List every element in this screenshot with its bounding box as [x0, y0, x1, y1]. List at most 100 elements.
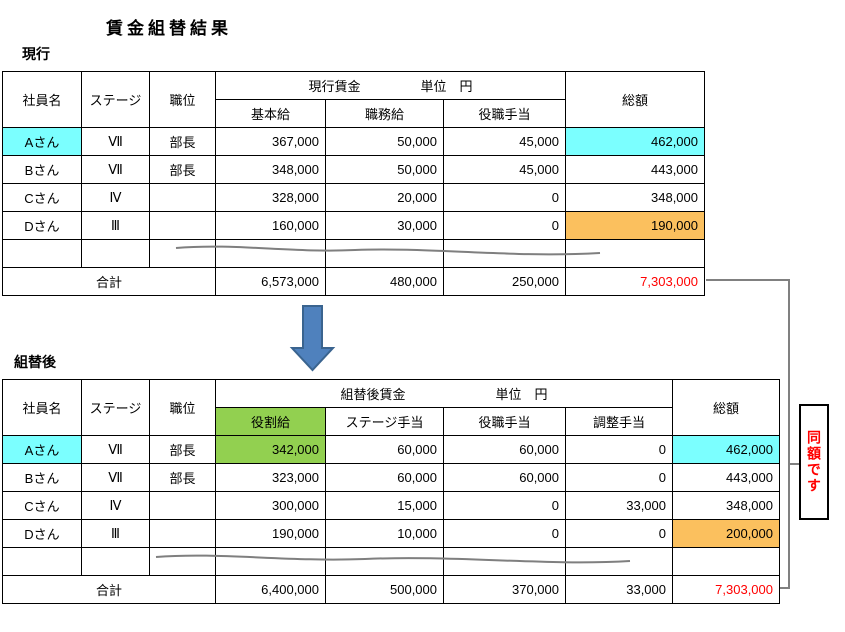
blank-cell — [215, 239, 326, 268]
col-header-position: 職位 — [149, 71, 216, 128]
unit-label: 単位 円 — [495, 387, 548, 402]
total-exec: 250,000 — [443, 267, 566, 296]
cell-basic-d: 160,000 — [215, 211, 326, 240]
current-wage-table: 社員名 ステージ 職位 現行賃金 単位 円 総額 基本給 職務給 役職手当 Aさん… — [2, 71, 705, 296]
cell-stage-b: Ⅶ — [81, 463, 150, 492]
ellipsis-row — [2, 239, 705, 268]
col-header-stage: ステージ — [81, 71, 150, 128]
cell-exec-c: 0 — [443, 183, 566, 212]
cell-stage-d: Ⅲ — [81, 519, 150, 548]
cell-exec-c: 0 — [443, 491, 566, 520]
cell-stage-a: Ⅶ — [81, 435, 150, 464]
cell-basic-a: 367,000 — [215, 127, 326, 156]
blank-cell — [149, 239, 216, 268]
cell-stage-allow-d: 10,000 — [325, 519, 444, 548]
cell-stage-allow-b: 60,000 — [325, 463, 444, 492]
cell-total-c: 348,000 — [672, 491, 780, 520]
col-header-duty-pay: 職務給 — [325, 99, 444, 128]
group-header-current-wage: 現行賃金 単位 円 — [215, 71, 566, 100]
unit-label: 単位 円 — [420, 79, 473, 94]
cell-name-a: Aさん — [2, 435, 82, 464]
blank-cell — [443, 547, 566, 576]
total-exec: 370,000 — [443, 575, 566, 604]
cell-total-b: 443,000 — [565, 155, 705, 184]
cell-name-d: Dさん — [2, 519, 82, 548]
cell-stage-a: Ⅶ — [81, 127, 150, 156]
cell-adjust-d: 0 — [565, 519, 673, 548]
cell-position-a: 部長 — [149, 127, 216, 156]
total-basic: 6,573,000 — [215, 267, 326, 296]
table-row: Bさん Ⅶ 部長 323,000 60,000 60,000 0 443,000 — [2, 463, 780, 492]
blank-cell — [325, 547, 444, 576]
cell-position-a: 部長 — [149, 435, 216, 464]
blank-cell — [149, 547, 216, 576]
col-header-role-pay: 役割給 — [215, 407, 326, 436]
cell-total-d: 200,000 — [672, 519, 780, 548]
cell-position-c — [149, 491, 216, 520]
cell-duty-a: 50,000 — [325, 127, 444, 156]
blank-cell — [215, 547, 326, 576]
cell-exec-a: 60,000 — [443, 435, 566, 464]
blank-cell — [672, 547, 780, 576]
cell-exec-d: 0 — [443, 519, 566, 548]
cell-role-c: 300,000 — [215, 491, 326, 520]
cell-adjust-b: 0 — [565, 463, 673, 492]
total-duty: 480,000 — [325, 267, 444, 296]
blank-cell — [325, 239, 444, 268]
cell-exec-b: 45,000 — [443, 155, 566, 184]
cell-name-a: Aさん — [2, 127, 82, 156]
total-row: 合計 6,573,000 480,000 250,000 7,303,000 — [2, 267, 705, 296]
down-arrow-icon — [289, 305, 336, 372]
blank-cell — [443, 239, 566, 268]
cell-total-b: 443,000 — [672, 463, 780, 492]
cell-position-b: 部長 — [149, 155, 216, 184]
cell-name-c: Cさん — [2, 183, 82, 212]
grand-total-after: 7,303,000 — [672, 575, 780, 604]
cell-exec-d: 0 — [443, 211, 566, 240]
cell-name-d: Dさん — [2, 211, 82, 240]
table-row: Aさん Ⅶ 部長 342,000 60,000 60,000 0 462,000 — [2, 435, 780, 464]
col-header-position: 職位 — [149, 379, 216, 436]
blank-cell — [2, 239, 82, 268]
cell-stage-allow-c: 15,000 — [325, 491, 444, 520]
cell-name-b: Bさん — [2, 463, 82, 492]
total-adjust: 33,000 — [565, 575, 673, 604]
total-stage-allow: 500,000 — [325, 575, 444, 604]
blank-cell — [565, 239, 705, 268]
ellipsis-row — [2, 547, 780, 576]
total-role: 6,400,000 — [215, 575, 326, 604]
cell-duty-d: 30,000 — [325, 211, 444, 240]
cell-total-c: 348,000 — [565, 183, 705, 212]
cell-adjust-a: 0 — [565, 435, 673, 464]
cell-stage-b: Ⅶ — [81, 155, 150, 184]
cell-position-d — [149, 211, 216, 240]
group-header-label: 現行賃金 — [308, 79, 361, 94]
table-row: Cさん Ⅳ 300,000 15,000 0 33,000 348,000 — [2, 491, 780, 520]
col-header-employee: 社員名 — [2, 71, 82, 128]
col-header-adjust-allowance: 調整手当 — [565, 407, 673, 436]
after-wage-table: 社員名 ステージ 職位 組替後賃金 単位 円 総額 役割給 ステージ手当 役職手当… — [2, 379, 780, 604]
cell-stage-c: Ⅳ — [81, 183, 150, 212]
table-row: Dさん Ⅲ 190,000 10,000 0 0 200,000 — [2, 519, 780, 548]
grand-total-current: 7,303,000 — [565, 267, 705, 296]
cell-position-c — [149, 183, 216, 212]
cell-position-d — [149, 519, 216, 548]
cell-exec-a: 45,000 — [443, 127, 566, 156]
cell-role-a: 342,000 — [215, 435, 326, 464]
col-header-basic-pay: 基本給 — [215, 99, 326, 128]
cell-total-a: 462,000 — [672, 435, 780, 464]
table-row: Bさん Ⅶ 部長 348,000 50,000 45,000 443,000 — [2, 155, 705, 184]
cell-role-b: 323,000 — [215, 463, 326, 492]
blank-cell — [2, 547, 82, 576]
cell-adjust-c: 33,000 — [565, 491, 673, 520]
col-header-stage: ステージ — [81, 379, 150, 436]
section-label-current: 現行 — [22, 46, 50, 62]
group-header-label: 組替後賃金 — [340, 387, 406, 402]
cell-basic-c: 328,000 — [215, 183, 326, 212]
cell-duty-c: 20,000 — [325, 183, 444, 212]
cell-exec-b: 60,000 — [443, 463, 566, 492]
cell-stage-c: Ⅳ — [81, 491, 150, 520]
col-header-stage-allowance: ステージ手当 — [325, 407, 444, 436]
table-row: Aさん Ⅶ 部長 367,000 50,000 45,000 462,000 — [2, 127, 705, 156]
